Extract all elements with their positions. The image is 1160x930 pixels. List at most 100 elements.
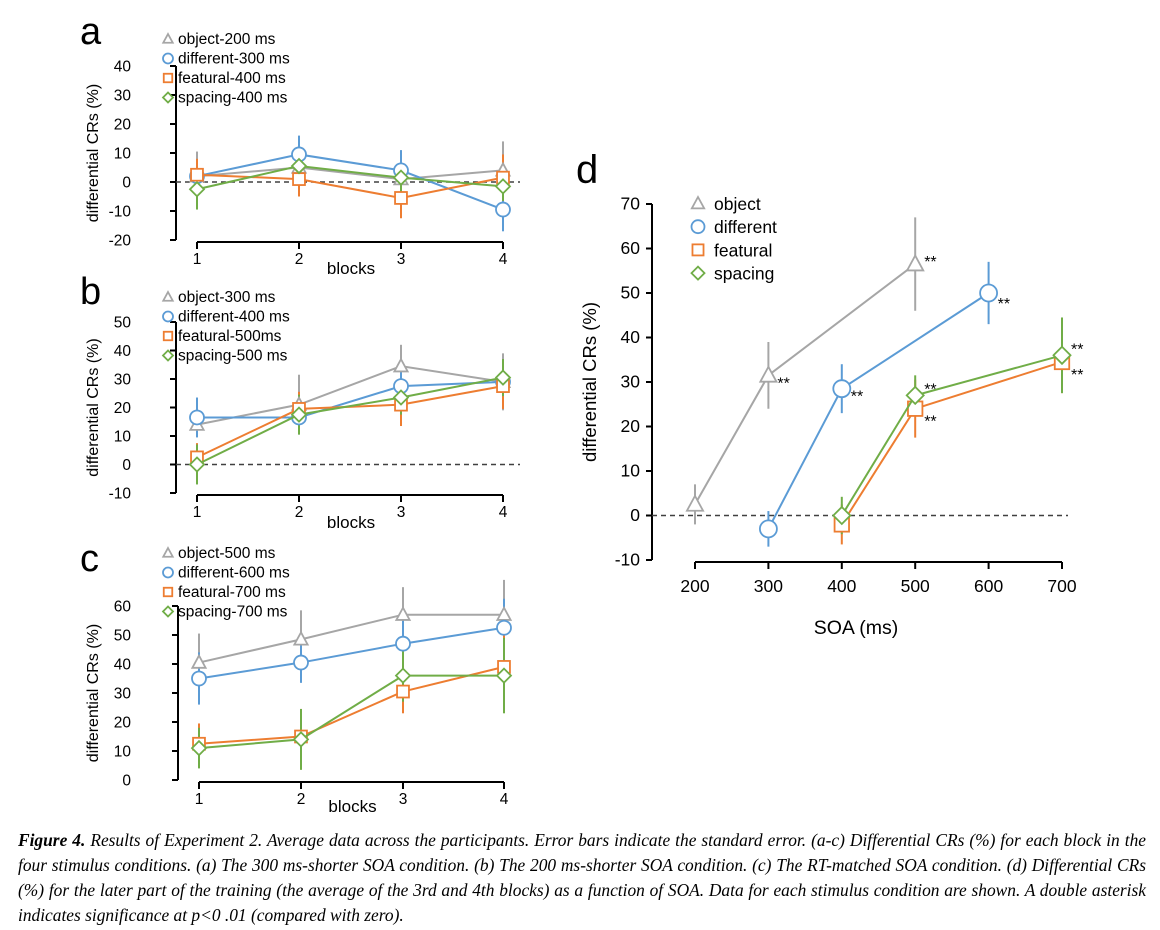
x-tick-label: 2	[297, 791, 306, 808]
series-line-object	[198, 613, 504, 664]
series-line-object	[196, 365, 504, 426]
x-tick-label: 3	[397, 504, 406, 521]
series-line-spacing	[196, 165, 504, 191]
data-point-spacing	[494, 178, 512, 195]
legend-label: object-200 ms	[178, 31, 276, 48]
y-tick-label: 0	[122, 175, 131, 192]
significance-marker: **	[924, 414, 936, 431]
legend-marker-square-icon	[691, 243, 705, 257]
x-tick-label: 500	[901, 576, 930, 596]
legend-label: different-400 ms	[178, 309, 290, 326]
data-point-featural	[394, 191, 408, 205]
legend-item-different: different-600 ms	[162, 565, 290, 582]
data-point-object	[685, 493, 705, 512]
series-line-different	[198, 626, 505, 680]
y-tick-label: 10	[621, 461, 641, 481]
legend-item-featural: featural-500ms	[162, 328, 282, 345]
data-point-object	[394, 605, 412, 621]
y-tick-label: 20	[621, 416, 641, 436]
legend-label: different-300 ms	[178, 51, 290, 68]
data-point-different	[832, 379, 852, 399]
legend-marker-diamond-icon	[690, 265, 706, 281]
legend-marker-circle-icon	[690, 219, 706, 235]
panel-letter: a	[80, 11, 102, 53]
significance-marker: **	[1071, 341, 1083, 358]
legend-label: object-300 ms	[178, 289, 276, 306]
data-point-spacing	[394, 667, 412, 684]
series-line-spacing	[196, 376, 504, 466]
legend-item-featural: featural-400 ms	[162, 70, 286, 87]
series-line-different	[767, 292, 990, 530]
legend-label: featural	[714, 240, 772, 260]
legend-label: object-500 ms	[178, 545, 276, 562]
data-point-object	[758, 364, 778, 383]
x-tick-label: 2	[295, 251, 304, 268]
legend-marker-circle-icon	[162, 310, 174, 323]
series-line-spacing	[840, 354, 1063, 517]
y-tick-label: 20	[114, 117, 132, 134]
significance-marker: **	[851, 389, 863, 406]
data-point-spacing	[905, 385, 925, 406]
significance-marker: **	[777, 375, 789, 392]
series-line-spacing	[198, 674, 504, 750]
x-tick-label: 300	[754, 576, 783, 596]
data-point-spacing	[495, 667, 513, 684]
series-spacing: ** **	[832, 341, 1083, 526]
x-tick-label: 4	[499, 251, 508, 268]
series-different-errorbars	[767, 261, 990, 547]
data-point-spacing	[392, 169, 410, 186]
legend-item-spacing: spacing	[690, 264, 774, 284]
data-point-spacing	[832, 505, 852, 526]
y-tick-label: 30	[114, 88, 132, 105]
legend-label: spacing	[714, 264, 774, 284]
x-tick-label: 3	[399, 791, 408, 808]
legend-label: object	[714, 194, 761, 214]
series-different	[189, 373, 511, 426]
data-point-different	[191, 670, 207, 687]
panel-c: c 0 10 20 30 40 50 60 differential CRs (%) 1 2 3 4 bl…	[80, 538, 513, 816]
x-tick-label: 4	[500, 791, 509, 808]
legend-marker-diamond-icon	[161, 605, 175, 618]
caption-label: Figure 4.	[18, 830, 86, 850]
data-point-spacing	[392, 389, 410, 406]
y-tick-label: 40	[114, 657, 132, 674]
data-point-spacing	[290, 406, 308, 423]
y-tick-label: 0	[122, 457, 131, 474]
legend: object different featural spacing	[690, 194, 777, 284]
series-different	[191, 619, 512, 687]
legend-marker-triangle-icon	[161, 32, 175, 44]
legend-marker-diamond-icon	[161, 349, 175, 362]
data-point-spacing	[292, 731, 310, 748]
y-tick-label: 30	[621, 372, 641, 392]
data-point-different	[979, 283, 998, 303]
y-tick-label: -10	[615, 550, 641, 570]
x-tick-label: 1	[195, 791, 204, 808]
series-featural-errorbars	[840, 330, 1063, 545]
series-different-errorbars	[196, 135, 504, 232]
legend-label: spacing-400 ms	[178, 90, 288, 107]
y-tick-label: 60	[621, 238, 641, 258]
legend-marker-square-icon	[162, 72, 174, 84]
panel-letter: c	[80, 538, 99, 580]
data-point-spacing	[1052, 345, 1072, 366]
x-axis-label: blocks	[327, 259, 375, 278]
data-point-different	[759, 519, 778, 539]
series-line-different	[197, 380, 504, 419]
y-tick-label: -10	[109, 204, 132, 221]
x-tick-label: 700	[1047, 576, 1076, 596]
y-axis-label: differential CRs (%)	[85, 338, 102, 476]
panel-d: d -10 0 10 20 30 40 50 60 70 differential CRs (%) 2…	[576, 148, 1083, 639]
series-featural	[192, 660, 511, 751]
data-point-different	[496, 619, 512, 636]
series-spacing-errorbars	[198, 637, 505, 770]
x-tick-label: 2	[295, 504, 304, 521]
data-point-featural	[292, 172, 306, 186]
legend-item-object: object-300 ms	[161, 289, 276, 306]
data-point-spacing	[494, 369, 512, 386]
series-spacing-errorbars	[196, 359, 504, 485]
y-tick-label: 40	[621, 327, 641, 347]
data-point-object	[905, 253, 925, 272]
panel-letter: b	[80, 271, 101, 313]
y-tick-label: 40	[114, 59, 132, 76]
